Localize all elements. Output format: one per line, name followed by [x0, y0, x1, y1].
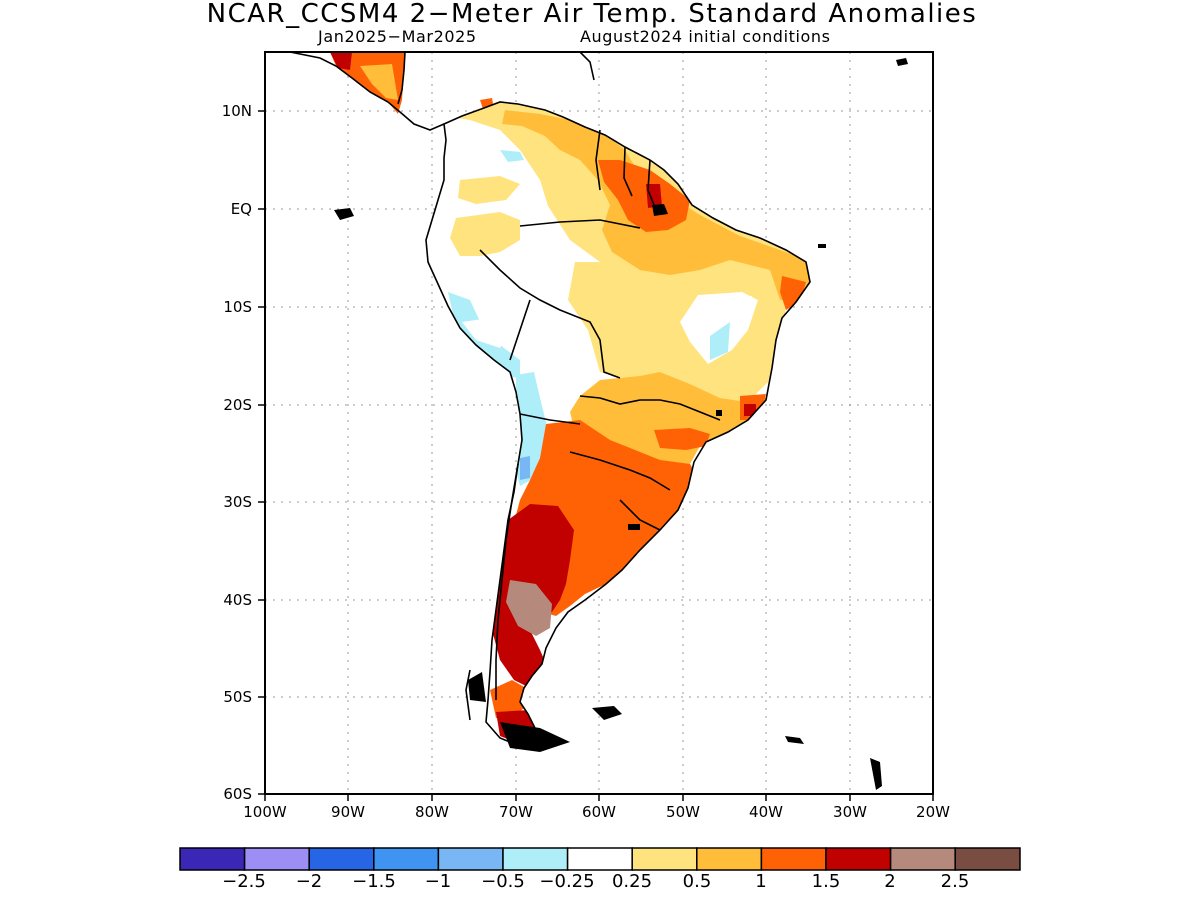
colorbar-swatch	[954, 847, 1021, 871]
lat-label: 20S	[223, 396, 252, 414]
forecast-period: Jan2025−Mar2025	[318, 27, 477, 46]
lon-label: 60W	[582, 803, 616, 821]
lon-label: 100W	[243, 803, 287, 821]
lon-label: 30W	[833, 803, 867, 821]
colorbar-swatch	[243, 847, 310, 871]
lon-label: 80W	[415, 803, 449, 821]
map-title: NCAR_CCSM4 2−Meter Air Temp. Standard An…	[206, 0, 978, 29]
lon-label: 90W	[331, 803, 365, 821]
lat-label: EQ	[230, 200, 252, 218]
colorbar-label: −1.5	[352, 871, 396, 892]
lon-label: 20W	[916, 803, 950, 821]
islands	[334, 58, 908, 790]
colorbar	[179, 847, 1021, 871]
lon-label: 40W	[749, 803, 783, 821]
colorbar-swatch	[502, 847, 569, 871]
colorbar-label: 0.25	[611, 871, 653, 892]
colorbar-swatch	[373, 847, 440, 871]
lat-label: 10S	[223, 298, 252, 316]
colorbar-swatch	[437, 847, 504, 871]
colorbar-label: 1.5	[811, 871, 841, 892]
colorbar-label: 1	[755, 871, 767, 892]
colorbar-label: −0.25	[539, 871, 595, 892]
axis-ticks	[258, 110, 934, 801]
colorbar-label: −2.5	[222, 871, 266, 892]
colorbar-swatch	[566, 847, 633, 871]
colorbar-label: 2	[884, 871, 896, 892]
anomaly-shading	[426, 102, 810, 746]
colorbar-label: 0.5	[682, 871, 712, 892]
colorbar-swatch	[696, 847, 763, 871]
colorbar-label: 2.5	[940, 871, 970, 892]
lat-label: 40S	[223, 591, 252, 609]
lat-label: 30S	[223, 493, 252, 511]
colorbar-label: −0.5	[481, 871, 525, 892]
colorbar-label: −1	[424, 871, 452, 892]
lon-label: 50W	[666, 803, 700, 821]
colorbar-swatch	[179, 847, 246, 871]
colorbar-swatch	[825, 847, 892, 871]
central-america-shading	[330, 52, 494, 114]
colorbar-label: −2	[295, 871, 323, 892]
coastlines	[289, 52, 811, 747]
colorbar-swatch	[760, 847, 827, 871]
colorbar-swatch	[308, 847, 375, 871]
colorbar-swatch	[631, 847, 698, 871]
lat-label: 60S	[223, 785, 252, 803]
lat-label: 50S	[223, 688, 252, 706]
lat-label: 10N	[221, 102, 252, 120]
colorbar-swatch	[889, 847, 956, 871]
lon-label: 70W	[499, 803, 533, 821]
initial-conditions: August2024 initial conditions	[580, 27, 831, 46]
